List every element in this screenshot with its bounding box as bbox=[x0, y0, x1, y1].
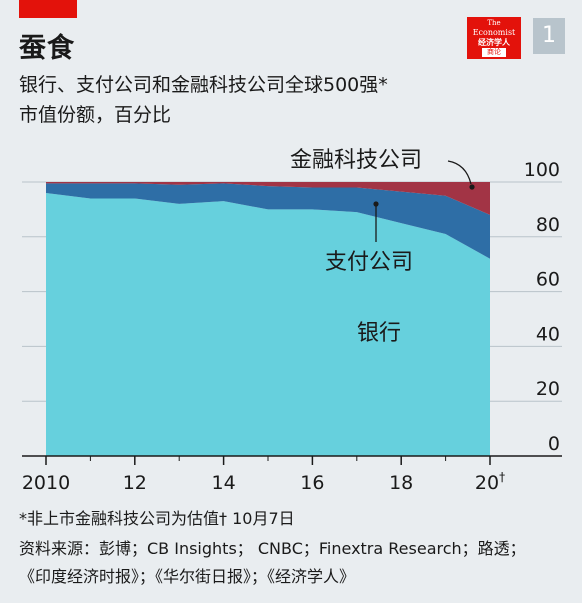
x-tick-label-2018: 18 bbox=[389, 472, 413, 494]
area-fintech bbox=[46, 182, 490, 215]
sources-line2: 《印度经济时报》；《华尔街日报》；《经济学人》 bbox=[19, 567, 356, 586]
series-label-payments: 支付公司 bbox=[325, 250, 413, 275]
chart-subtitle: 银行、支付公司和金融科技公司全球500强* bbox=[19, 74, 388, 96]
y-tick-label-60: 60 bbox=[536, 269, 560, 291]
payments-leader-dot bbox=[373, 201, 379, 207]
area-banks bbox=[46, 192, 490, 456]
chart-unit-label: 市值份额，百分比 bbox=[19, 104, 172, 126]
y-tick-label-80: 80 bbox=[536, 214, 560, 236]
y-tick-label-0: 0 bbox=[548, 433, 560, 455]
series-label-fintech: 金融科技公司 bbox=[290, 148, 422, 173]
logo-line2: Economist bbox=[472, 28, 516, 37]
fintech-leader-dot bbox=[469, 184, 475, 190]
axes bbox=[22, 455, 562, 465]
economist-logo: The Economist 经济学人 商论 bbox=[467, 17, 521, 59]
x-tick-label-2014: 14 bbox=[212, 472, 236, 494]
y-tick-label-40: 40 bbox=[536, 323, 560, 345]
chart-title: 蚕食 bbox=[19, 33, 75, 64]
chart-number-badge: 1 bbox=[533, 18, 565, 54]
series-labels: 金融科技公司 支付公司 银行 bbox=[290, 148, 475, 346]
sources-line1: 资料来源：彭博；CB Insights； CNBC；Finextra Resea… bbox=[19, 539, 526, 558]
brand-red-bar bbox=[19, 0, 77, 18]
x-tick-label-2010: 2010 bbox=[22, 472, 70, 494]
logo-line4: 商论 bbox=[482, 48, 506, 57]
series-label-banks: 银行 bbox=[357, 321, 401, 346]
area-payments bbox=[46, 183, 490, 259]
fintech-leader-line bbox=[447, 160, 472, 185]
logo-line3: 经济学人 bbox=[478, 38, 510, 47]
x-tick-label-2020: 20† bbox=[475, 470, 505, 494]
y-tick-label-100: 100 bbox=[524, 159, 560, 181]
x-tick-label-2012: 12 bbox=[123, 472, 147, 494]
area-series bbox=[46, 182, 490, 456]
x-tick-labels: 2010 12 14 16 18 20† bbox=[22, 470, 505, 494]
y-tick-label-20: 20 bbox=[536, 378, 560, 400]
logo-line1: The bbox=[487, 19, 501, 27]
footnote: *非上市金融科技公司为估值† 10月7日 bbox=[19, 509, 295, 528]
y-tick-labels: 0 20 40 60 80 100 bbox=[524, 159, 560, 455]
x-tick-label-2016: 16 bbox=[300, 472, 324, 494]
